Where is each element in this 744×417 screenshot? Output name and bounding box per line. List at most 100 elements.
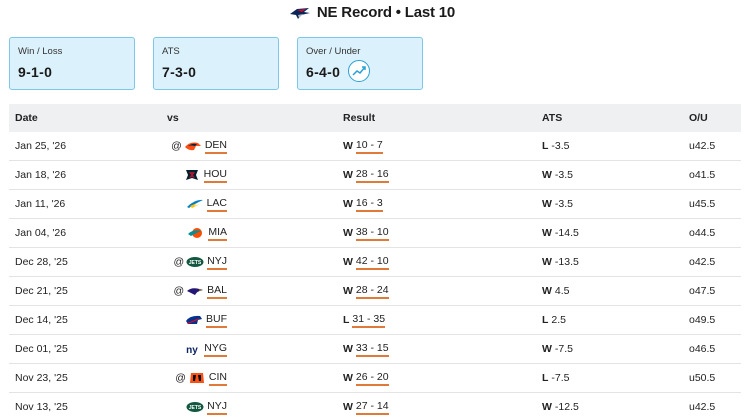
texans-logo-icon — [183, 169, 201, 181]
table-row: Jan 11, '26 LAC W 16 - 3 W -3.5 u45.5 — [9, 190, 741, 219]
ats-wl: W — [542, 401, 552, 413]
opponent-wrap: @ DEN — [167, 139, 227, 154]
dolphins-logo-icon — [187, 227, 205, 239]
score-link[interactable]: 38 - 10 — [355, 226, 389, 241]
jets-logo-icon: JETS — [186, 401, 204, 413]
opponent-cell: MIA — [167, 219, 343, 247]
opponent-wrap: LAC — [167, 197, 227, 212]
game-date: Dec 14, '25 — [9, 306, 167, 334]
score-link[interactable]: 26 - 20 — [355, 371, 389, 386]
game-date: Jan 04, '26 — [9, 219, 167, 247]
ats-cell: W -3.5 — [542, 190, 689, 218]
opponent-cell: BUF — [167, 306, 343, 334]
ravens-logo-icon — [186, 285, 204, 297]
ou-value: o44.5 — [689, 227, 716, 239]
opponent-wrap: BUF — [167, 313, 227, 328]
trend-chart-icon — [352, 66, 366, 76]
opponent-wrap: HOU — [167, 168, 227, 183]
score-link[interactable]: 16 - 3 — [355, 197, 383, 212]
ats-line: -12.5 — [554, 401, 579, 413]
ats-cell: W -7.5 — [542, 335, 689, 363]
ats-cell: W 4.5 — [542, 277, 689, 305]
ou-cell: u45.5 — [689, 190, 741, 218]
ats-wl: W — [542, 285, 552, 297]
ats-line: -14.5 — [554, 227, 579, 239]
ou-value: o47.5 — [689, 285, 716, 297]
opponent-wrap: @ BAL — [167, 284, 227, 299]
title-group: NE Record • Last 10 — [289, 4, 455, 21]
score-link[interactable]: 31 - 35 — [352, 313, 386, 328]
opponent-link[interactable]: NYJ — [207, 400, 227, 415]
ats-cell: L -7.5 — [542, 364, 689, 392]
games-table: Date vs Result ATS O/U Jan 25, '26 @ DEN… — [9, 104, 741, 417]
opponent-wrap: @ JETS NYJ — [167, 255, 227, 270]
patriots-logo-icon — [289, 7, 310, 19]
score-link[interactable]: 28 - 24 — [355, 284, 389, 299]
result-wl: W — [343, 227, 353, 239]
ou-cell: o46.5 — [689, 335, 741, 363]
opponent-cell: @ DEN — [167, 132, 343, 160]
opponent-link[interactable]: NYJ — [207, 255, 227, 270]
ou-cell: o42.5 — [689, 248, 741, 276]
opponent-link[interactable]: BUF — [206, 313, 227, 328]
result-wl: W — [343, 343, 353, 355]
game-date-text: Dec 21, '25 — [15, 285, 68, 297]
column-header-ou[interactable]: O/U — [689, 112, 708, 124]
card-label: Win / Loss — [18, 46, 63, 57]
column-header-ats[interactable]: ATS — [542, 112, 563, 124]
ou-cell: u42.5 — [689, 393, 741, 417]
ou-value: o49.5 — [689, 314, 716, 326]
opponent-link[interactable]: BAL — [207, 284, 227, 299]
ats-wl: L — [542, 314, 549, 326]
ou-cell: o44.5 — [689, 219, 741, 247]
card-label: Over / Under — [306, 46, 361, 57]
ats-line: 2.5 — [551, 314, 567, 326]
game-date-text: Jan 04, '26 — [15, 227, 67, 239]
table-row: Dec 14, '25 BUF L 31 - 35 L 2.5 o49.5 — [9, 306, 741, 335]
table-row: Dec 28, '25 @ JETS NYJ W 42 - 10 W -13.5… — [9, 248, 741, 277]
score-link[interactable]: 28 - 16 — [355, 168, 389, 183]
column-header-date[interactable]: Date — [15, 112, 38, 124]
ats-wl: W — [542, 256, 552, 268]
svg-text:JETS: JETS — [189, 405, 202, 411]
result-wl: W — [343, 140, 353, 152]
game-date: Dec 28, '25 — [9, 248, 167, 276]
card-value: 9-1-0 — [18, 64, 53, 80]
ats-wl: W — [542, 343, 552, 355]
opponent-wrap: JETS NYJ — [167, 400, 227, 415]
result-wl: W — [343, 372, 353, 384]
svg-text:ny: ny — [186, 345, 198, 355]
game-date-text: Jan 11, '26 — [15, 198, 66, 210]
score-link[interactable]: 33 - 15 — [355, 342, 389, 357]
score-link[interactable]: 42 - 10 — [355, 255, 389, 270]
card-over-under: Over / Under 6-4-0 — [297, 37, 423, 90]
ou-value: o42.5 — [689, 256, 716, 268]
page-title: NE Record • Last 10 — [316, 4, 456, 21]
jets-logo-icon: JETS — [186, 256, 204, 268]
ats-line: 4.5 — [554, 285, 570, 297]
opponent-link[interactable]: DEN — [204, 139, 227, 154]
result-wl: W — [343, 198, 353, 210]
away-indicator: @ — [173, 256, 185, 268]
game-date-text: Dec 14, '25 — [15, 314, 68, 326]
card-label: ATS — [162, 46, 180, 57]
table-row: Nov 13, '25 JETS NYJ W 27 - 14 W -12.5 u… — [9, 393, 741, 417]
away-indicator: @ — [173, 285, 185, 297]
column-header-vs[interactable]: vs — [167, 112, 179, 124]
ats-line: -3.5 — [554, 198, 574, 210]
opponent-link[interactable]: HOU — [203, 168, 227, 183]
trend-chart-button[interactable] — [348, 60, 370, 82]
score-link[interactable]: 10 - 7 — [355, 139, 383, 154]
opponent-link[interactable]: LAC — [206, 197, 227, 212]
opponent-link[interactable]: MIA — [208, 226, 227, 241]
ou-cell: o41.5 — [689, 161, 741, 189]
game-date: Nov 13, '25 — [9, 393, 167, 417]
game-date: Jan 18, '26 — [9, 161, 167, 189]
ats-line: -7.5 — [554, 343, 574, 355]
column-header-result[interactable]: Result — [343, 112, 376, 124]
opponent-link[interactable]: NYG — [204, 342, 227, 357]
score-link[interactable]: 27 - 14 — [355, 400, 389, 415]
opponent-cell: LAC — [167, 190, 343, 218]
opponent-link[interactable]: CIN — [208, 371, 227, 386]
result-cell: W 16 - 3 — [343, 190, 542, 218]
